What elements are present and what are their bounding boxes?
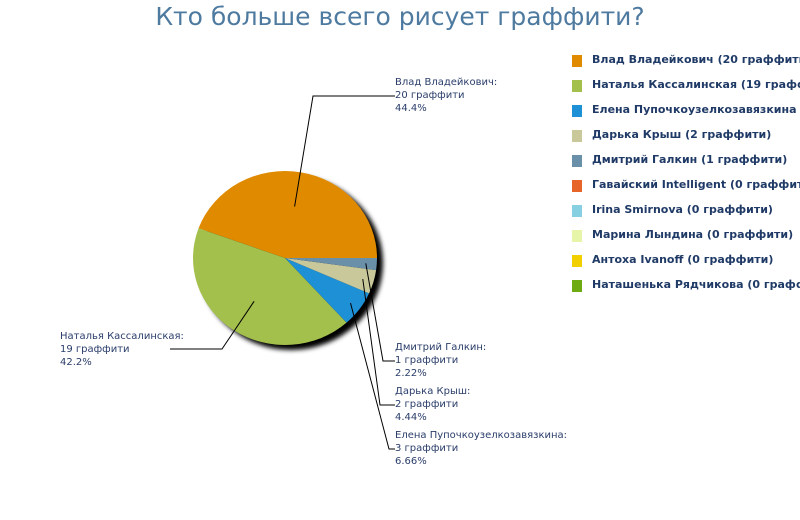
pie-slice[interactable] <box>198 171 377 258</box>
chart-title: Кто больше всего рисует граффити? <box>155 2 645 31</box>
legend-swatch <box>572 230 582 242</box>
leader-line <box>350 302 395 450</box>
callout-count: 19 граффити <box>60 344 130 355</box>
leader-line <box>365 263 395 362</box>
leader-line <box>294 95 395 207</box>
legend-swatch <box>572 80 582 92</box>
callout-count: 1 граффити <box>395 355 459 366</box>
legend-label: Дарька Крыш (2 граффити) <box>592 128 772 141</box>
legend-item[interactable]: Наталья Кассалинская (19 граффити) <box>572 77 800 102</box>
legend-swatch <box>572 205 582 217</box>
legend-label: Влад Владейкович (20 граффити) <box>592 53 800 66</box>
legend-label: Irina Smirnova (0 граффити) <box>592 203 773 216</box>
legend-swatch <box>572 130 582 142</box>
legend-item[interactable]: Влад Владейкович (20 граффити) <box>572 52 800 77</box>
legend-swatch <box>572 55 582 67</box>
pie-slice[interactable] <box>285 258 377 294</box>
legend-item[interactable]: Дарька Крыш (2 граффити) <box>572 127 800 152</box>
legend-label: Антоха Ivanoff (0 граффити) <box>592 253 774 266</box>
pie-slice[interactable] <box>285 258 377 271</box>
callout-natalya: Наталья Кассалинская: 19 граффити 42.2% <box>60 330 184 369</box>
legend-swatch <box>572 255 582 267</box>
callout-count: 2 граффити <box>395 399 459 410</box>
callout-percent: 6.66% <box>395 456 427 467</box>
callout-elena: Елена Пупочкоузелкозавязкина: 3 граффити… <box>395 429 567 468</box>
chart-legend: Влад Владейкович (20 граффити) Наталья К… <box>572 52 800 302</box>
callout-darka: Дарька Крыш: 2 граффити 4.44% <box>395 385 470 424</box>
legend-item[interactable]: Irina Smirnova (0 граффити) <box>572 202 800 227</box>
callout-name: Дмитрий Галкин: <box>395 342 487 353</box>
callout-dmitry: Дмитрий Галкин: 1 граффити 2.22% <box>395 341 486 380</box>
pie-slices <box>193 171 377 345</box>
legend-swatch <box>572 280 582 292</box>
legend-swatch <box>572 105 582 117</box>
callout-percent: 4.44% <box>395 412 427 423</box>
legend-label: Дмитрий Галкин (1 граффити) <box>592 153 788 166</box>
legend-item[interactable]: Дмитрий Галкин (1 граффити) <box>572 152 800 177</box>
legend-label: Наталья Кассалинская (19 граффити) <box>592 78 800 91</box>
legend-swatch <box>572 155 582 167</box>
legend-label: Гавайский Intelligent (0 граффити) <box>592 178 800 191</box>
pie-slice[interactable] <box>285 258 370 323</box>
legend-item[interactable]: Наташенька Рядчикова (0 граффити) <box>572 277 800 302</box>
legend-item[interactable]: Антоха Ivanoff (0 граффити) <box>572 252 800 277</box>
callout-percent: 2.22% <box>395 368 427 379</box>
leader-line <box>362 279 395 406</box>
callout-percent: 42.2% <box>60 357 92 368</box>
legend-item[interactable]: Марина Лындина (0 граффити) <box>572 227 800 252</box>
legend-swatch <box>572 180 582 192</box>
callout-name: Елена Пупочкоузелкозавязкина: <box>395 430 568 441</box>
pie-slice[interactable] <box>193 228 347 345</box>
callout-count: 3 граффити <box>395 443 459 454</box>
callout-name: Влад Владейкович: <box>395 77 498 88</box>
legend-item[interactable]: Елена Пупочкоузелкозавязкина (3 граффити… <box>572 102 800 127</box>
callout-percent: 44.4% <box>395 103 427 114</box>
legend-item[interactable]: Гавайский Intelligent (0 граффити) <box>572 177 800 202</box>
callout-name: Наталья Кассалинская: <box>60 331 184 342</box>
leader-line <box>170 301 255 350</box>
callout-vlad: Влад Владейкович: 20 граффити 44.4% <box>395 76 497 115</box>
leader-lines <box>170 95 395 450</box>
callout-name: Дарька Крыш: <box>395 386 471 397</box>
legend-label: Наташенька Рядчикова (0 граффити) <box>592 278 800 291</box>
legend-label: Марина Лындина (0 граффити) <box>592 228 794 241</box>
legend-label: Елена Пупочкоузелкозавязкина (3 граффити… <box>592 103 800 116</box>
callout-count: 20 граффити <box>395 90 465 101</box>
